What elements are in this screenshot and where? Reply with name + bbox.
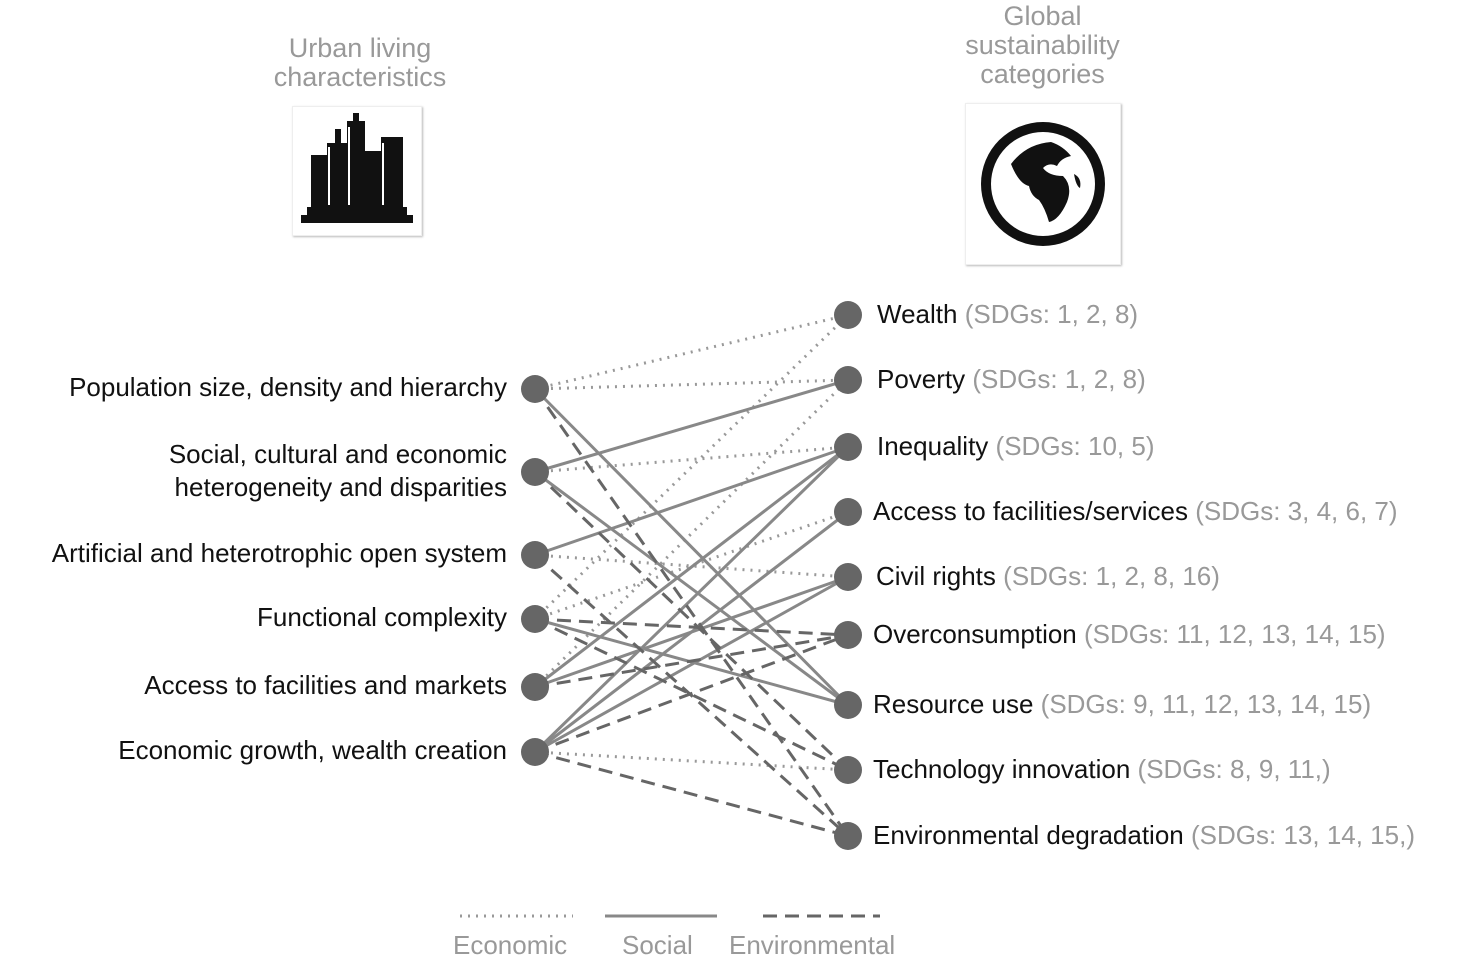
link-environmental xyxy=(533,553,850,838)
category-sdgs: (SDGs: 1, 2, 8, 16) xyxy=(1003,561,1220,591)
globe-icon xyxy=(965,103,1121,265)
left-node-label-line: Artificial and heterotrophic open system xyxy=(51,538,507,568)
right-node xyxy=(834,498,862,526)
link-economic xyxy=(533,378,850,689)
legend-label-social: Social xyxy=(622,930,693,960)
city-buildings-icon xyxy=(292,106,422,236)
left-node-label: Artificial and heterotrophic open system xyxy=(52,537,507,570)
category-name: Overconsumption xyxy=(873,619,1077,649)
category-sdgs: (SDGs: 8, 9, 11,) xyxy=(1137,754,1331,784)
right-header: Global sustainability categories xyxy=(930,2,1155,89)
right-node-label: Wealth (SDGs: 1, 2, 8) xyxy=(877,298,1138,331)
left-header: Urban living characteristics xyxy=(250,34,470,92)
left-node-label-line: Population size, density and hierarchy xyxy=(69,372,507,402)
left-header-line: characteristics xyxy=(273,62,447,92)
legend-label-environmental: Environmental xyxy=(729,930,896,960)
link-social xyxy=(534,378,849,474)
link-economic xyxy=(534,313,849,391)
right-node xyxy=(834,756,862,784)
right-node-label: Resource use (SDGs: 9, 11, 12, 13, 14, 1… xyxy=(873,688,1371,721)
left-node-label: Economic growth, wealth creation xyxy=(118,734,507,767)
link-social xyxy=(533,445,850,754)
right-node xyxy=(834,822,862,850)
right-node xyxy=(834,691,862,719)
left-node-label-line: Access to facilities and markets xyxy=(144,670,507,700)
link-environmental xyxy=(533,388,850,837)
right-node-label: Poverty (SDGs: 1, 2, 8) xyxy=(877,363,1146,396)
left-node-label-line: Functional complexity xyxy=(257,602,507,632)
category-sdgs: (SDGs: 13, 14, 15,) xyxy=(1191,820,1415,850)
category-name: Wealth xyxy=(877,299,958,329)
right-node-label: Civil rights (SDGs: 1, 2, 8, 16) xyxy=(876,560,1220,593)
category-name: Environmental degradation xyxy=(873,820,1184,850)
link-environmental xyxy=(534,750,849,838)
link-environmental xyxy=(534,617,849,772)
left-node-label-line: Social, cultural and economic xyxy=(168,439,507,469)
left-node xyxy=(521,375,549,403)
left-node-label: Social, cultural and economic heterogenei… xyxy=(169,438,507,504)
right-node xyxy=(834,563,862,591)
right-node-label: Overconsumption (SDGs: 11, 12, 13, 14, 1… xyxy=(873,618,1386,651)
category-sdgs: (SDGs: 10, 5) xyxy=(995,431,1155,461)
category-name: Access to facilities/services xyxy=(873,496,1188,526)
left-node xyxy=(521,738,549,766)
right-node-label: Inequality (SDGs: 10, 5) xyxy=(877,430,1154,463)
left-node xyxy=(521,673,549,701)
category-name: Resource use xyxy=(873,689,1034,719)
right-node-label: Access to facilities/services (SDGs: 3, … xyxy=(873,495,1398,528)
link-environmental xyxy=(534,617,849,637)
link-social xyxy=(533,387,850,707)
right-node-label: Technology innovation (SDGs: 8, 9, 11,) xyxy=(873,753,1331,786)
link-social xyxy=(534,575,849,754)
category-name: Technology innovation xyxy=(873,754,1131,784)
category-sdgs: (SDGs: 3, 4, 6, 7) xyxy=(1195,496,1398,526)
right-node-label: Environmental degradation (SDGs: 13, 14,… xyxy=(873,819,1415,852)
link-economic xyxy=(534,378,849,391)
link-social xyxy=(534,445,849,557)
link-environmental xyxy=(534,633,849,754)
link-environmental xyxy=(534,633,849,689)
left-node-label: Population size, density and hierarchy xyxy=(69,371,507,404)
link-social xyxy=(534,470,849,707)
category-sdgs: (SDGs: 1, 2, 8) xyxy=(972,364,1146,394)
category-name: Civil rights xyxy=(876,561,996,591)
right-node xyxy=(834,366,862,394)
left-node xyxy=(521,605,549,633)
left-node xyxy=(521,541,549,569)
link-economic xyxy=(533,313,850,621)
link-social xyxy=(534,510,849,754)
left-header-line: Urban living xyxy=(288,33,432,63)
left-node-label: Access to facilities and markets xyxy=(144,669,507,702)
left-node-label: Functional complexity xyxy=(257,601,507,634)
category-name: Poverty xyxy=(877,364,966,394)
category-name: Inequality xyxy=(877,431,989,461)
right-header-line: categories xyxy=(980,59,1105,89)
legend-label-economic: Economic xyxy=(453,930,568,960)
left-node xyxy=(521,458,549,486)
right-header-line: sustainability xyxy=(965,30,1120,60)
right-node xyxy=(834,433,862,461)
category-sdgs: (SDGs: 11, 12, 13, 14, 15) xyxy=(1084,619,1386,649)
right-node xyxy=(834,621,862,649)
category-sdgs: (SDGs: 9, 11, 12, 13, 14, 15) xyxy=(1040,689,1372,719)
right-header-line: Global xyxy=(1003,1,1082,31)
link-social xyxy=(534,445,849,689)
legend-swatches xyxy=(460,914,880,918)
right-node xyxy=(834,301,862,329)
link-environmental xyxy=(533,470,850,772)
left-node-label-line: heterogeneity and disparities xyxy=(174,472,507,502)
left-node-label-line: Economic growth, wealth creation xyxy=(118,735,507,765)
category-sdgs: (SDGs: 1, 2, 8) xyxy=(964,299,1139,329)
